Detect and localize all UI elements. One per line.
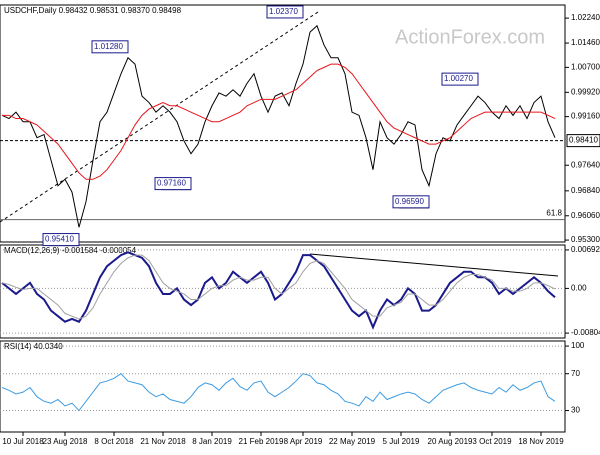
x-tick-label: 8 Apr 2019: [284, 437, 323, 446]
main-panel: [0, 4, 566, 243]
x-tick-label: 5 Jul 2019: [383, 437, 420, 446]
y-tick-label: 0.99160: [571, 112, 600, 121]
x-tick-label: 18 Nov 2019: [518, 437, 564, 446]
y-tick-label: 100: [571, 341, 585, 350]
y-tick-label: 1.00700: [571, 62, 600, 71]
series-line: [1, 251, 556, 330]
chart-title: USDCHF,Daily 0.98432 0.98531 0.98370 0.9…: [4, 6, 182, 15]
y-tick-label: 0.99920: [571, 87, 600, 96]
macd-title: MACD(12,26,9) -0.001584 -0.000054: [4, 246, 137, 255]
annotation-box: [392, 195, 430, 209]
macd-trendline: [309, 253, 559, 277]
x-tick-label: 21 Feb 2019: [239, 437, 284, 446]
x-tick-label: 8 Oct 2018: [94, 437, 134, 446]
series-line: [1, 24, 556, 228]
watermark: ActionForex.com: [395, 26, 545, 48]
annotation-label: 1.00270: [444, 74, 473, 83]
rsi-title: RSI(14) 40.0340: [4, 342, 63, 351]
y-tick-label: 30: [571, 406, 580, 415]
x-tick-label: 20 Aug 2019: [428, 437, 473, 446]
y-tick-label: 0.97640: [571, 160, 600, 169]
annotation-label: 1.02370: [269, 7, 298, 16]
series-line: [2, 63, 556, 180]
annotation-box: [441, 72, 479, 86]
y-tick-label: 0.95300: [571, 235, 600, 244]
annotation-box: [42, 233, 80, 247]
y-tick-label: 1.02240: [571, 13, 600, 22]
annotation-label: 0.97160: [157, 179, 186, 188]
fib-label: 61.8: [546, 209, 562, 218]
macd-panel: [0, 244, 566, 339]
x-tick-label: 8 Jan 2019: [192, 437, 232, 446]
annotation-label: 1.01280: [94, 42, 123, 51]
series-line: [1, 254, 556, 320]
annotation-label: 0.95410: [45, 235, 74, 244]
annotation-box: [91, 40, 129, 54]
annotation-box: [266, 5, 304, 19]
annotation-box: [154, 177, 192, 191]
x-tick-label: 21 Nov 2018: [140, 437, 186, 446]
rsi-panel: [0, 340, 566, 433]
y-tick-label: -0.008049: [571, 328, 600, 337]
x-tick-label: 23 Aug 2018: [43, 437, 88, 446]
y-tick-label: 0.006927: [571, 245, 600, 254]
y-tick-label: 0.96060: [571, 211, 600, 220]
annotation-label: 0.96590: [395, 197, 424, 206]
x-tick-label: 22 May 2019: [329, 437, 376, 446]
series-line: [1, 373, 556, 412]
x-tick-label: 10 Jul 2018: [2, 437, 44, 446]
y-tick-label: 1.01460: [571, 38, 600, 47]
price-label: 0.98410: [569, 136, 598, 145]
y-tick-label: 0.00: [571, 284, 587, 293]
x-tick-label: 3 Oct 2019: [472, 437, 512, 446]
price-box: [566, 134, 600, 148]
trendline: [0, 11, 319, 223]
y-tick-label: 70: [571, 369, 580, 378]
y-tick-label: 0.96840: [571, 186, 600, 195]
